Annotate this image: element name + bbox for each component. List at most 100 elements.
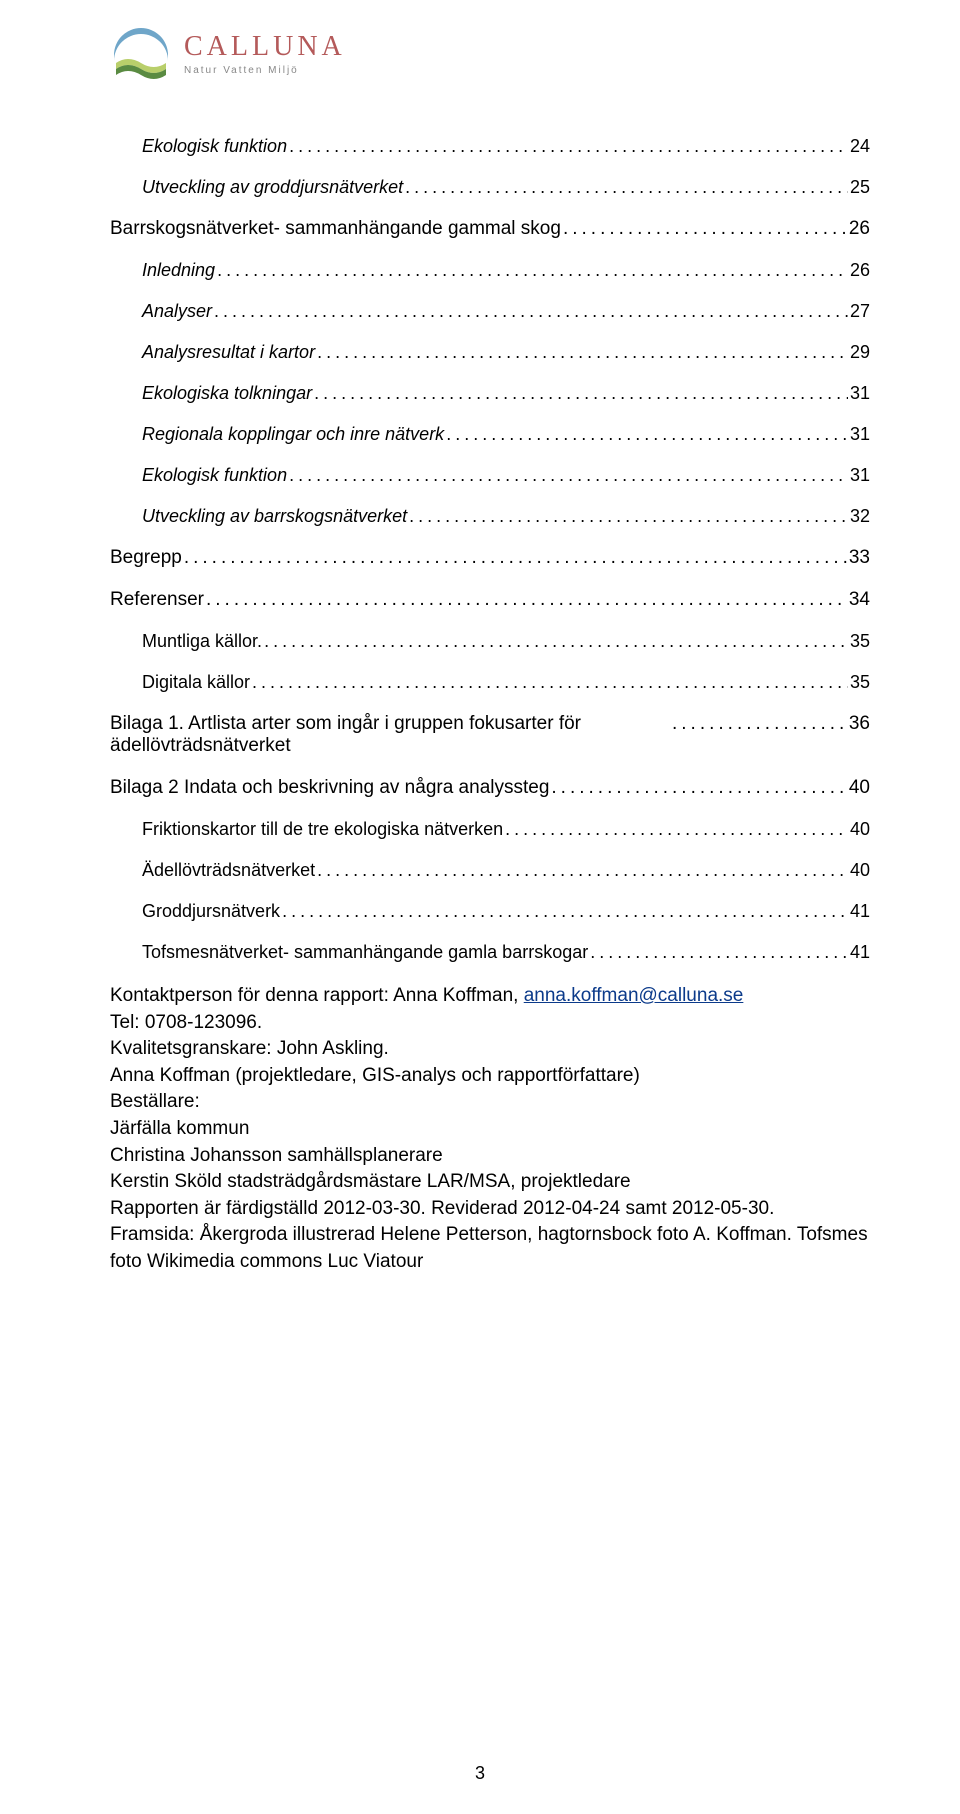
toc-entry: Friktionskartor till de tre ekologiska n… bbox=[142, 819, 870, 840]
toc-entry: Referenser 34 bbox=[110, 589, 870, 611]
toc-entry: Bilaga 1. Artlista arter som ingår i gru… bbox=[110, 713, 870, 757]
toc-leader-dots bbox=[409, 506, 848, 527]
toc-entry: Ekologiska tolkningar 31 bbox=[142, 383, 870, 404]
toc-page-number: 41 bbox=[850, 942, 870, 963]
toc-page-number: 32 bbox=[850, 506, 870, 527]
toc-leader-dots bbox=[405, 177, 848, 198]
toc-label: Groddjursnätverk bbox=[142, 901, 280, 922]
toc-label: Analysresultat i kartor bbox=[142, 342, 315, 363]
toc-label: Bilaga 1. Artlista arter som ingår i gru… bbox=[110, 713, 670, 757]
toc-label: Ekologisk funktion bbox=[142, 465, 287, 486]
toc-page-number: 26 bbox=[849, 218, 870, 240]
info-projectlead: Kerstin Sköld stadsträdgårdsmästare LAR/… bbox=[110, 1169, 870, 1196]
toc-entry: Muntliga källor. 35 bbox=[142, 631, 870, 652]
document-page: CALLUNA Natur Vatten Miljö Ekologisk fun… bbox=[0, 0, 960, 1814]
toc-page-number: 41 bbox=[850, 901, 870, 922]
toc-label: Digitala källor bbox=[142, 672, 250, 693]
toc-page-number: 26 bbox=[850, 260, 870, 281]
info-contact: Kontaktperson för denna rapport: Anna Ko… bbox=[110, 983, 870, 1010]
toc-page-number: 29 bbox=[850, 342, 870, 363]
toc-leader-dots bbox=[214, 301, 848, 322]
logo-name: CALLUNA bbox=[184, 31, 346, 63]
toc-leader-dots bbox=[264, 631, 848, 652]
page-number: 3 bbox=[0, 1763, 960, 1784]
toc-entry: Ekologisk funktion 24 bbox=[142, 136, 870, 157]
toc-entry: Utveckling av groddjursnätverket 25 bbox=[142, 177, 870, 198]
logo-tagline: Natur Vatten Miljö bbox=[184, 65, 346, 76]
toc-page-number: 36 bbox=[849, 713, 870, 735]
info-client: Järfälla kommun bbox=[110, 1116, 870, 1143]
info-client-label: Beställare: bbox=[110, 1089, 870, 1116]
toc-label: Referenser bbox=[110, 589, 204, 611]
toc-leader-dots bbox=[252, 672, 848, 693]
toc-leader-dots bbox=[282, 901, 848, 922]
table-of-contents: Ekologisk funktion 24 Utveckling av groddj… bbox=[110, 136, 870, 963]
toc-leader-dots bbox=[672, 713, 847, 735]
toc-page-number: 40 bbox=[850, 819, 870, 840]
toc-page-number: 24 bbox=[850, 136, 870, 157]
toc-entry: Ädellövträdsnätverket 40 bbox=[142, 860, 870, 881]
toc-page-number: 27 bbox=[850, 301, 870, 322]
toc-page-number: 31 bbox=[850, 424, 870, 445]
toc-page-number: 25 bbox=[850, 177, 870, 198]
info-cover: Framsida: Åkergroda illustrerad Helene P… bbox=[110, 1222, 870, 1275]
toc-label: Utveckling av groddjursnätverket bbox=[142, 177, 403, 198]
toc-page-number: 35 bbox=[850, 631, 870, 652]
toc-leader-dots bbox=[184, 547, 847, 569]
company-logo: CALLUNA Natur Vatten Miljö bbox=[110, 25, 870, 81]
logo-mark-icon bbox=[110, 25, 172, 81]
toc-label: Friktionskartor till de tre ekologiska n… bbox=[142, 819, 503, 840]
info-planner: Christina Johansson samhällsplanerare bbox=[110, 1143, 870, 1170]
toc-page-number: 35 bbox=[850, 672, 870, 693]
toc-entry: Digitala källor 35 bbox=[142, 672, 870, 693]
toc-label: Tofsmesnätverket- sammanhängande gamla b… bbox=[142, 942, 588, 963]
toc-leader-dots bbox=[314, 383, 848, 404]
toc-label: Muntliga källor. bbox=[142, 631, 262, 652]
toc-entry: Barrskogsnätverket- sammanhängande gamma… bbox=[110, 218, 870, 240]
logo-text-block: CALLUNA Natur Vatten Miljö bbox=[184, 31, 346, 76]
toc-leader-dots bbox=[289, 136, 848, 157]
info-tel: Tel: 0708-123096. bbox=[110, 1010, 870, 1037]
toc-leader-dots bbox=[551, 777, 846, 799]
toc-label: Analyser bbox=[142, 301, 212, 322]
toc-label: Utveckling av barrskogsnätverket bbox=[142, 506, 407, 527]
contact-email-link[interactable]: anna.koffman@calluna.se bbox=[524, 985, 744, 1006]
toc-page-number: 31 bbox=[850, 465, 870, 486]
toc-page-number: 31 bbox=[850, 383, 870, 404]
toc-label: Bilaga 2 Indata och beskrivning av några… bbox=[110, 777, 549, 799]
info-dates: Rapporten är färdigställd 2012-03-30. Re… bbox=[110, 1196, 870, 1223]
toc-leader-dots bbox=[217, 260, 848, 281]
toc-entry: Inledning 26 bbox=[142, 260, 870, 281]
toc-label: Inledning bbox=[142, 260, 215, 281]
toc-page-number: 33 bbox=[849, 547, 870, 569]
toc-leader-dots bbox=[446, 424, 848, 445]
toc-label: Ekologisk funktion bbox=[142, 136, 287, 157]
toc-entry: Utveckling av barrskogsnätverket 32 bbox=[142, 506, 870, 527]
toc-page-number: 40 bbox=[850, 860, 870, 881]
toc-leader-dots bbox=[505, 819, 848, 840]
info-reviewer: Kvalitetsgranskare: John Askling. bbox=[110, 1036, 870, 1063]
toc-leader-dots bbox=[289, 465, 848, 486]
toc-entry: Ekologisk funktion 31 bbox=[142, 465, 870, 486]
toc-page-number: 40 bbox=[849, 777, 870, 799]
toc-leader-dots bbox=[317, 342, 848, 363]
toc-entry: Regionala kopplingar och inre nätverk 31 bbox=[142, 424, 870, 445]
info-author: Anna Koffman (projektledare, GIS-analys … bbox=[110, 1063, 870, 1090]
report-info: Kontaktperson för denna rapport: Anna Ko… bbox=[110, 983, 870, 1276]
toc-entry: Bilaga 2 Indata och beskrivning av några… bbox=[110, 777, 870, 799]
toc-entry: Analysresultat i kartor 29 bbox=[142, 342, 870, 363]
toc-leader-dots bbox=[563, 218, 847, 240]
toc-label: Barrskogsnätverket- sammanhängande gamma… bbox=[110, 218, 561, 240]
toc-label: Ädellövträdsnätverket bbox=[142, 860, 315, 881]
toc-label: Ekologiska tolkningar bbox=[142, 383, 312, 404]
toc-label: Regionala kopplingar och inre nätverk bbox=[142, 424, 444, 445]
toc-entry: Begrepp 33 bbox=[110, 547, 870, 569]
toc-entry: Analyser 27 bbox=[142, 301, 870, 322]
toc-leader-dots bbox=[590, 942, 848, 963]
toc-page-number: 34 bbox=[849, 589, 870, 611]
toc-label: Begrepp bbox=[110, 547, 182, 569]
toc-leader-dots bbox=[206, 589, 847, 611]
toc-entry: Groddjursnätverk 41 bbox=[142, 901, 870, 922]
toc-entry: Tofsmesnätverket- sammanhängande gamla b… bbox=[142, 942, 870, 963]
info-contact-pre: Kontaktperson för denna rapport: Anna Ko… bbox=[110, 985, 524, 1006]
